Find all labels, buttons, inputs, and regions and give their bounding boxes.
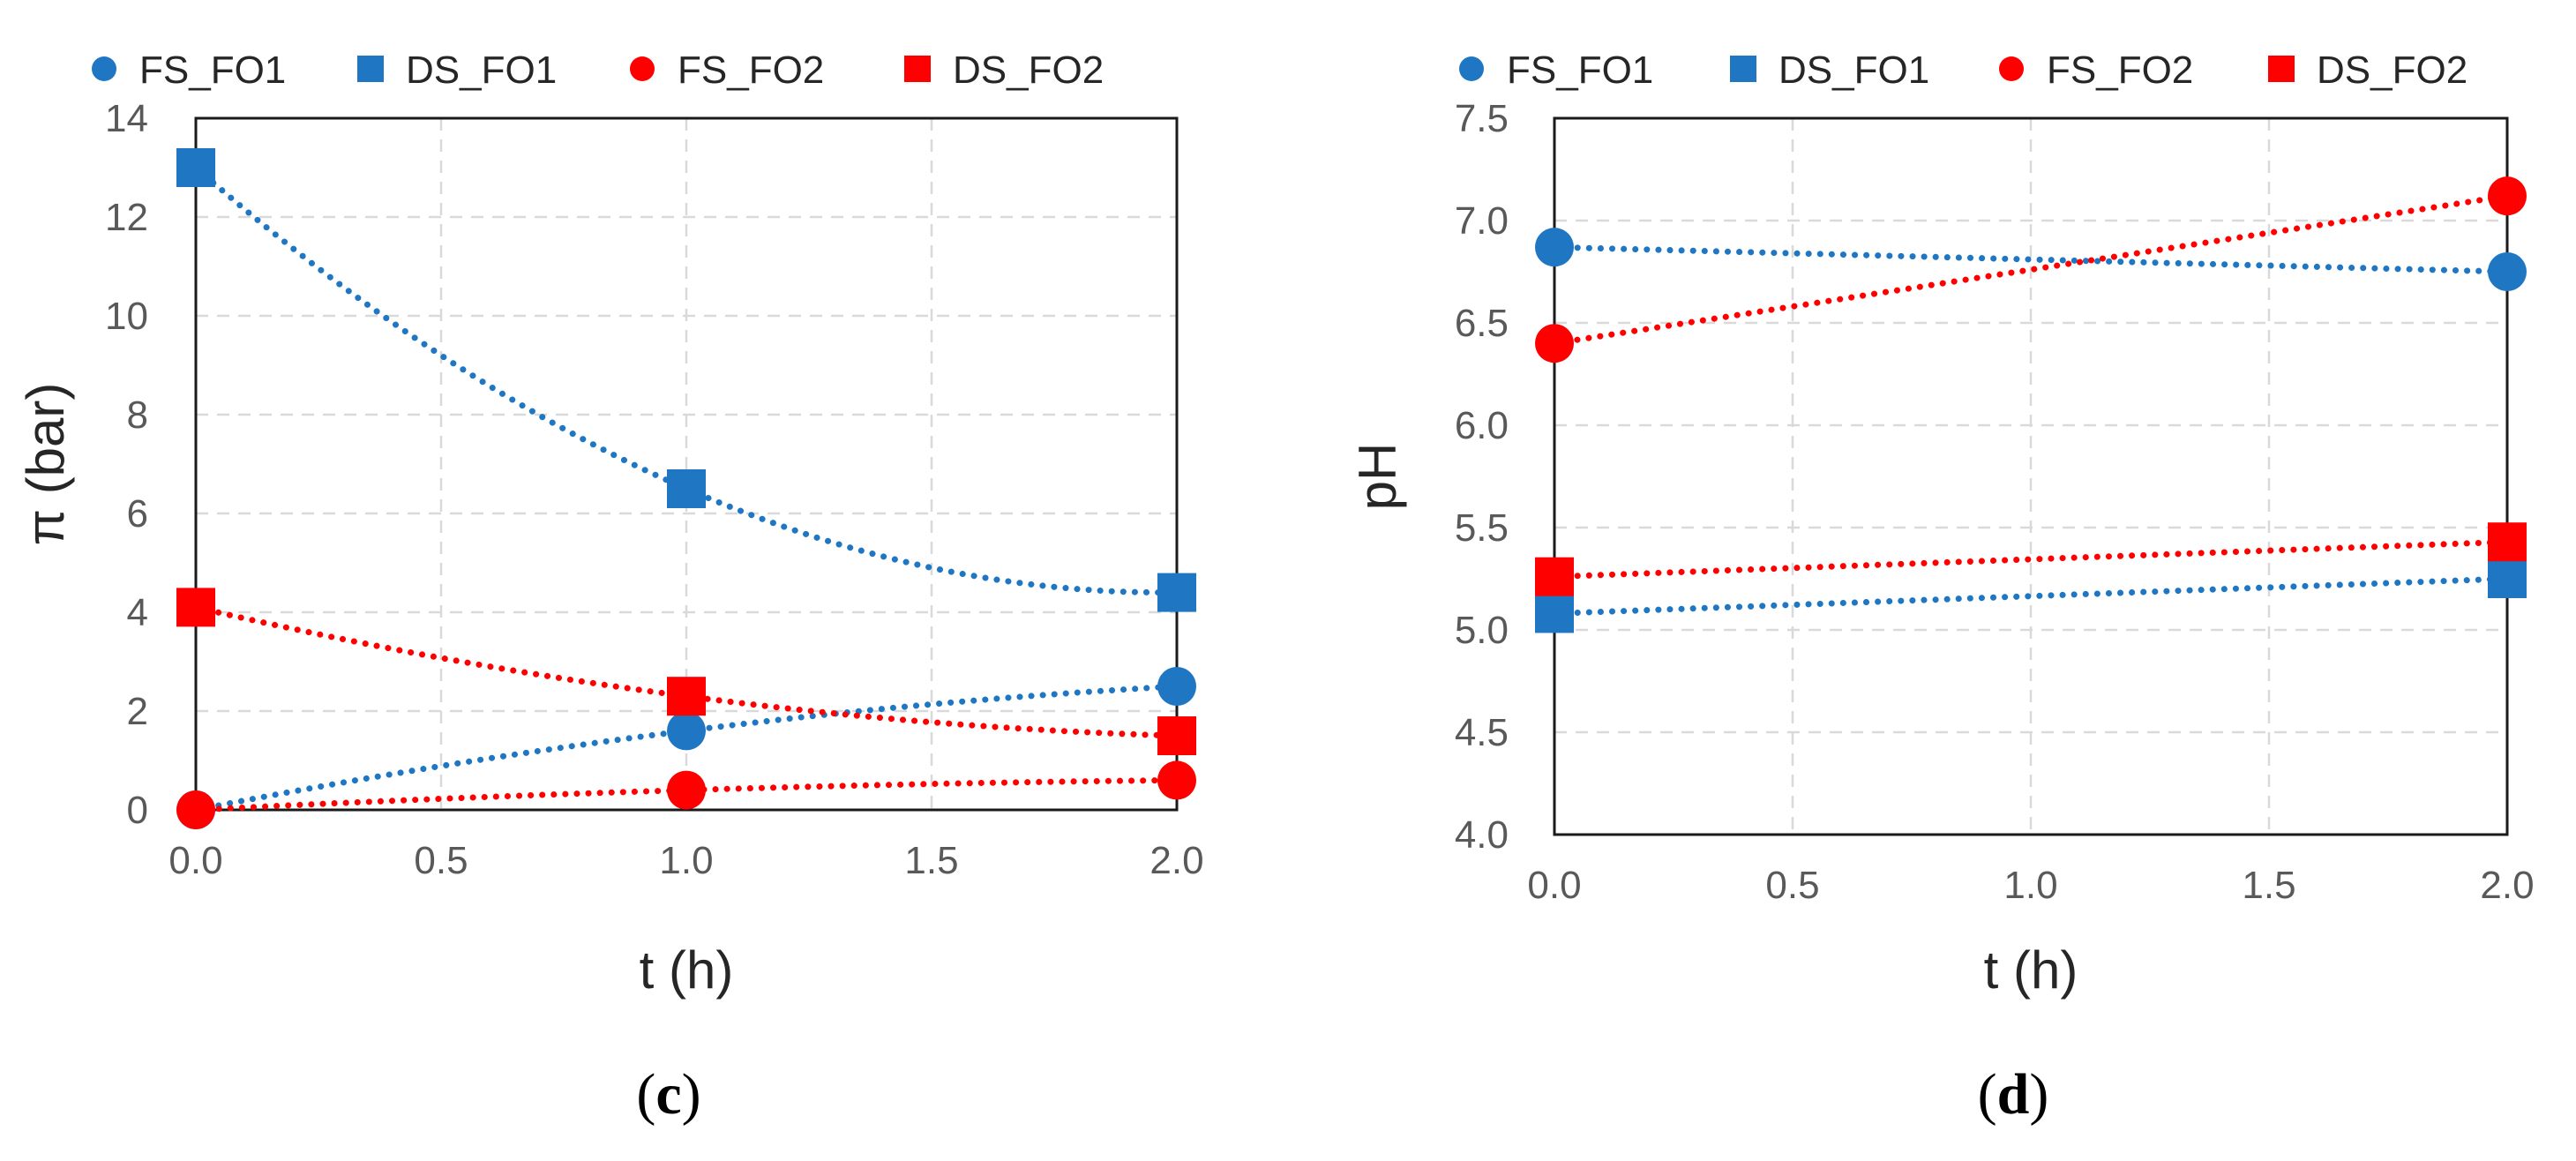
x-tick-label: 0.0 [1527, 864, 1581, 907]
chart-c: 0.0 0.5 1.0 1.5 2.0 0 2 4 6 8 10 12 14 t (h) π (bar) FS… [16, 49, 1204, 1127]
y-axis-title: π (bar) [16, 383, 75, 546]
y-tick-label: 6.0 [1455, 404, 1509, 447]
data-point [1535, 324, 1574, 363]
data-point [1157, 716, 1196, 755]
panel-label: (c) [636, 1062, 700, 1127]
data-point [2488, 522, 2527, 562]
x-tick-label: 2.0 [1149, 839, 1203, 882]
legend-marker [1999, 56, 2024, 81]
data-point [2488, 176, 2527, 216]
legend-marker [2268, 56, 2295, 82]
legend-label: FS_FO2 [2047, 49, 2193, 92]
legend-label: DS_FO1 [406, 49, 557, 92]
legend-label: DS_FO2 [953, 49, 1104, 92]
panel-label: (d) [1978, 1062, 2049, 1127]
y-tick-label: 4.0 [1455, 813, 1509, 857]
y-tick-label: 0 [127, 789, 148, 832]
legend-marker [904, 56, 931, 82]
y-tick-label: 5.0 [1455, 609, 1509, 652]
data-point [1535, 228, 1574, 267]
trend-lines [1551, 192, 2511, 617]
legend-label: DS_FO1 [1778, 49, 1929, 92]
trend-line-fs-fo1 [1551, 243, 2511, 275]
legend: FS_FO1 DS_FO1 FS_FO2 DS_FO2 [92, 49, 1104, 92]
legend-marker [630, 56, 655, 81]
series-fs-fo2 [1535, 176, 2527, 363]
legend-marker [357, 56, 384, 82]
series-ds-fo2 [1535, 522, 2527, 596]
x-tick-label: 1.0 [659, 839, 713, 882]
trend-line-ds-fo1 [1551, 575, 2511, 617]
x-tick-label: 0.5 [414, 839, 468, 882]
data-point [667, 677, 706, 716]
y-axis-title: pH [1348, 443, 1407, 511]
y-tick-label: 5.5 [1455, 506, 1509, 550]
legend-label: DS_FO2 [2317, 49, 2467, 92]
data-point [667, 770, 706, 810]
trend-line-ds-fo2 [1551, 538, 2511, 580]
series-fs-fo2 [176, 760, 1196, 829]
data-point [1535, 557, 1574, 596]
y-tick-label: 8 [127, 393, 148, 437]
trend-line-fs-fo2 [192, 776, 1180, 813]
y-tick-label: 14 [105, 97, 148, 140]
series-fs-fo1 [1535, 228, 2527, 291]
series-ds-fo1 [1535, 559, 2527, 633]
x-tick-label: 1.5 [2242, 864, 2295, 907]
data-point [1157, 573, 1196, 612]
legend-label: FS_FO2 [678, 49, 824, 92]
data-point [667, 711, 706, 751]
legend-label: FS_FO1 [139, 49, 286, 92]
y-tick-label: 4.5 [1455, 711, 1509, 754]
legend-marker [1459, 56, 1484, 81]
legend-marker [92, 56, 116, 81]
legend: FS_FO1 DS_FO1 FS_FO2 DS_FO2 [1459, 49, 2467, 92]
y-tick-label: 12 [105, 196, 148, 239]
data-point [667, 469, 706, 508]
data-point [1157, 667, 1196, 706]
x-axis-title: t (h) [640, 940, 734, 1000]
data-point [2488, 559, 2527, 598]
legend-label: FS_FO1 [1507, 49, 1653, 92]
x-tick-label: 2.0 [2480, 864, 2534, 907]
plot-area [194, 116, 1179, 812]
x-axis-title: t (h) [1984, 940, 2078, 1000]
y-tick-label: 6.5 [1455, 302, 1509, 345]
gridlines [1553, 116, 2509, 836]
y-tick-label: 7.5 [1455, 97, 1509, 140]
y-tick-label: 7.0 [1455, 199, 1509, 243]
data-point [1157, 760, 1196, 800]
data-point [2488, 252, 2527, 291]
trend-line-fs-fo2 [1551, 192, 2511, 347]
y-tick-label: 2 [127, 690, 148, 733]
data-point [176, 588, 215, 627]
series-ds-fo1 [176, 148, 1196, 612]
x-tick-label: 1.5 [904, 839, 958, 882]
series-ds-fo2 [176, 588, 1196, 755]
y-tick-label: 4 [127, 591, 148, 634]
x-tick-label: 0.5 [1765, 864, 1819, 907]
y-tick-label: 10 [105, 295, 148, 338]
legend-marker [1730, 56, 1756, 82]
plot-area [1553, 116, 2509, 836]
data-point [176, 790, 215, 829]
x-tick-label: 0.0 [168, 839, 222, 882]
y-tick-label: 6 [127, 492, 148, 536]
chart-d: 0.0 0.5 1.0 1.5 2.0 4.0 4.5 5.0 5.5 6.0 6.5 7.0 7.5 t… [1348, 49, 2535, 1127]
data-point [1535, 594, 1574, 633]
data-point [176, 148, 215, 187]
x-tick-label: 1.0 [2003, 864, 2057, 907]
